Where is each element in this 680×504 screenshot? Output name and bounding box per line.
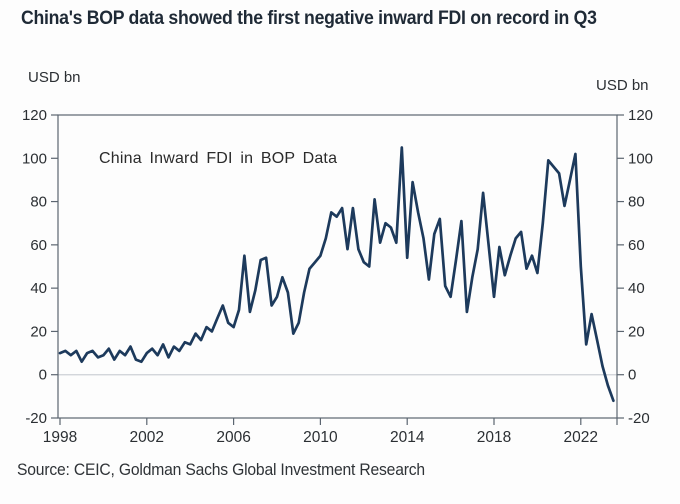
y-tick-label-right: 80 [628, 194, 645, 211]
plot-frame [57, 114, 618, 419]
fdi-data-line [58, 146, 615, 403]
x-axis-ticks: 1998 2002 2006 2010 2014 2018 2022 [43, 418, 618, 446]
y-tick-label-left: 100 [22, 150, 47, 167]
y-tick-label-left: 20 [30, 323, 47, 340]
y-tick-label-left: 0 [39, 367, 47, 384]
y-axis-unit-right: USD bn [596, 77, 649, 94]
y-axis-ticks: 120 120 100 100 80 80 60 60 40 40 20 20 0 0 -20 -20 [22, 107, 653, 427]
x-tick-label: 2006 [216, 429, 250, 446]
y-axis-unit-left: USD bn [28, 69, 81, 86]
y-tick-label-right: 20 [628, 323, 645, 340]
x-tick-label: 2018 [477, 429, 511, 446]
chart-title: China Inward FDI in BOP Data [99, 150, 338, 167]
y-tick-label-right: 60 [628, 237, 645, 254]
y-tick-label-right: 100 [628, 150, 653, 167]
y-tick-label-right: 0 [628, 367, 636, 384]
y-tick-label-left: -20 [25, 410, 47, 427]
y-tick-label-right: 120 [628, 107, 653, 124]
x-tick-label: 2022 [564, 429, 598, 446]
source-note: Source: CEIC, Goldman Sachs Global Inves… [17, 461, 425, 479]
y-tick-label-left: 80 [30, 194, 47, 211]
x-tick-label: 2002 [130, 429, 164, 446]
y-tick-label-left: 60 [30, 237, 47, 254]
x-tick-label: 2014 [390, 429, 425, 446]
y-tick-label-right: 40 [628, 280, 645, 297]
y-tick-label-right: -20 [628, 410, 650, 427]
x-tick-label: 1998 [43, 429, 77, 446]
x-tick-label: 2010 [303, 429, 338, 446]
headline: China's BOP data showed the first negati… [21, 8, 597, 29]
y-tick-label-left: 40 [30, 280, 47, 297]
y-tick-label-left: 120 [22, 107, 47, 124]
